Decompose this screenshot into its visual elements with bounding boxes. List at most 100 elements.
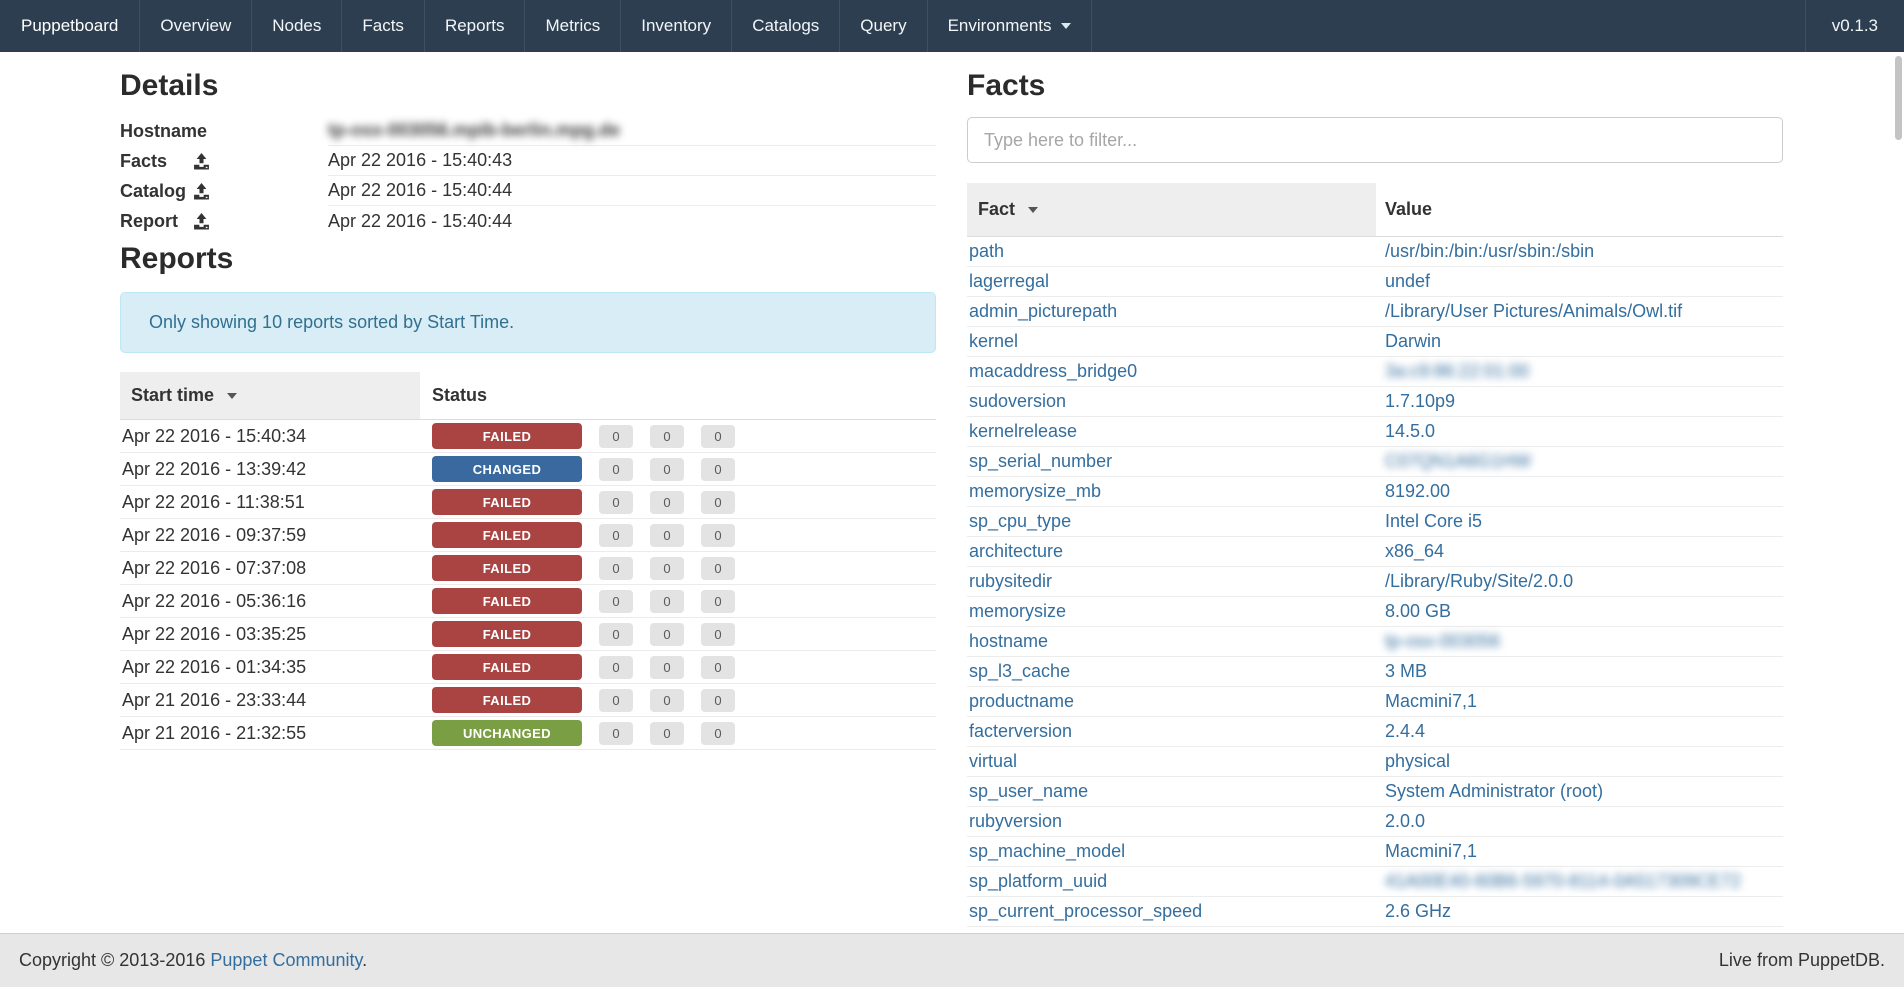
count-badge: 0 (701, 589, 735, 613)
fact-row: memorysize_mb 8192.00 (967, 477, 1783, 507)
fact-value-link[interactable]: 3a:c9:86:22:01:00 (1385, 361, 1530, 381)
nav-item[interactable]: Reports (425, 0, 526, 52)
nav-item[interactable]: Inventory (621, 0, 733, 52)
fact-row: kernel Darwin (967, 327, 1783, 357)
nav-item[interactable]: Nodes (252, 0, 343, 52)
report-start-time: Apr 21 2016 - 23:33:44 (122, 689, 307, 710)
fact-name-link[interactable]: sp_user_name (969, 781, 1089, 801)
count-badge: 0 (701, 688, 735, 712)
fact-name-link[interactable]: sudoversion (969, 391, 1067, 411)
fact-name-link[interactable]: productname (969, 691, 1075, 711)
fact-name-link[interactable]: kernelrelease (969, 421, 1078, 441)
fact-value-link[interactable]: undef (1385, 271, 1431, 291)
scrollbar-thumb[interactable] (1895, 56, 1902, 140)
fact-name-link[interactable]: kernel (969, 331, 1019, 351)
sort-caret-icon (1028, 206, 1039, 213)
status-badge: CHANGED (432, 456, 582, 482)
fact-name-link[interactable]: sp_l3_cache (969, 661, 1071, 681)
fact-value-link[interactable]: 8192.00 (1385, 481, 1451, 501)
fact-value-link[interactable]: tp-osx-003056 (1385, 631, 1501, 651)
fact-value-link[interactable]: /Library/User Pictures/Animals/Owl.tif (1385, 301, 1683, 321)
nav-brand[interactable]: Puppetboard (0, 0, 141, 52)
report-start-time: Apr 22 2016 - 03:35:25 (122, 623, 307, 644)
count-badge: 0 (650, 523, 684, 547)
report-status-cell: FAILED 0 0 0 (420, 687, 936, 713)
report-start-time: Apr 22 2016 - 13:39:42 (122, 458, 307, 479)
fact-value-link[interactable]: 14.5.0 (1385, 421, 1436, 441)
fact-value-link[interactable]: 2.6 GHz (1385, 901, 1452, 921)
fact-value-link[interactable]: x86_64 (1385, 541, 1445, 561)
fact-name-link[interactable]: admin_picturepath (969, 301, 1118, 321)
fact-row: sp_user_name System Administrator (root) (967, 777, 1783, 807)
fact-value-link[interactable]: 2.0.0 (1385, 811, 1426, 831)
fact-name-link[interactable]: sp_current_processor_speed (969, 901, 1203, 921)
nav-item-environments-dropdown[interactable]: Environments (928, 0, 1092, 52)
puppet-community-link[interactable]: Puppet Community (210, 950, 363, 970)
details-row: Catalog Apr 22 2016 - 15:40:44 (120, 176, 936, 206)
fact-name-link[interactable]: sp_serial_number (969, 451, 1113, 471)
count-badge: 0 (701, 655, 735, 679)
fact-name-link[interactable]: architecture (969, 541, 1064, 561)
nav-item[interactable]: Query (840, 0, 928, 52)
status-badge: FAILED (432, 423, 582, 449)
fact-name-link[interactable]: memorysize_mb (969, 481, 1102, 501)
fact-value-link[interactable]: physical (1385, 751, 1451, 771)
details-label: Facts (120, 150, 168, 171)
fact-value-link[interactable]: 8.00 GB (1385, 601, 1452, 621)
navbar: Puppetboard Overview Nodes Facts Reports… (0, 0, 1904, 52)
report-row: Apr 21 2016 - 21:32:55 UNCHANGED 0 0 0 (120, 717, 936, 750)
details-heading: Details (120, 69, 219, 102)
fact-value-link[interactable]: Macmini7,1 (1385, 841, 1478, 861)
upload-icon[interactable] (193, 212, 210, 230)
column-header-fact[interactable]: Fact (967, 183, 1376, 236)
fact-name-link[interactable]: memorysize (969, 601, 1067, 621)
fact-value-link[interactable]: C07QN1A6G1HW (1385, 451, 1532, 471)
info-alert: Only showing 10 reports sorted by Start … (120, 292, 936, 353)
fact-name-link[interactable]: sp_cpu_type (969, 511, 1072, 531)
count-badge: 0 (650, 622, 684, 646)
count-badge: 0 (650, 721, 684, 745)
nav-item[interactable]: Facts (342, 0, 425, 52)
facts-table: Fact Value path /usr/bin:/bin:/usr/sbin:… (967, 183, 1783, 927)
fact-name-link[interactable]: path (969, 241, 1005, 261)
report-start-time: Apr 21 2016 - 21:32:55 (122, 722, 307, 743)
count-badge: 0 (701, 523, 735, 547)
count-badge: 0 (701, 721, 735, 745)
nav-item[interactable]: Metrics (525, 0, 622, 52)
fact-row: hostname tp-osx-003056 (967, 627, 1783, 657)
status-badge: FAILED (432, 555, 582, 581)
fact-value-link[interactable]: System Administrator (root) (1385, 781, 1604, 801)
column-header-start-time[interactable]: Start time (120, 372, 420, 419)
fact-value-link[interactable]: 2.4.4 (1385, 721, 1426, 741)
nav-item[interactable]: Catalogs (732, 0, 841, 52)
fact-value-link[interactable]: Macmini7,1 (1385, 691, 1478, 711)
fact-row: sp_l3_cache 3 MB (967, 657, 1783, 687)
fact-name-link[interactable]: facterversion (969, 721, 1073, 741)
details-label: Catalog (120, 180, 187, 201)
fact-value-link[interactable]: 3 MB (1385, 661, 1428, 681)
count-badge: 0 (599, 490, 633, 514)
fact-value-link[interactable]: 41A00E40-60B6-5970-8114-0A517309CE72 (1385, 871, 1741, 891)
fact-value-link[interactable]: Darwin (1385, 331, 1442, 351)
nav-items: Overview Nodes Facts Reports Metrics Inv… (140, 0, 928, 52)
fact-name-link[interactable]: virtual (969, 751, 1018, 771)
fact-value-link[interactable]: /Library/Ruby/Site/2.0.0 (1385, 571, 1574, 591)
fact-value-link[interactable]: 1.7.10p9 (1385, 391, 1456, 411)
upload-icon[interactable] (193, 152, 210, 170)
facts-filter-input[interactable] (967, 117, 1783, 163)
fact-name-link[interactable]: lagerregal (969, 271, 1050, 291)
fact-name-link[interactable]: sp_platform_uuid (969, 871, 1108, 891)
fact-name-link[interactable]: macaddress_bridge0 (969, 361, 1138, 381)
fact-name-link[interactable]: rubysitedir (969, 571, 1053, 591)
fact-name-link[interactable]: sp_machine_model (969, 841, 1126, 861)
nav-item[interactable]: Overview (140, 0, 253, 52)
facts-table-header: Fact Value (967, 183, 1783, 237)
fact-value-link[interactable]: Intel Core i5 (1385, 511, 1483, 531)
fact-value-link[interactable]: /usr/bin:/bin:/usr/sbin:/sbin (1385, 241, 1595, 261)
fact-row: path /usr/bin:/bin:/usr/sbin:/sbin (967, 237, 1783, 267)
fact-name-link[interactable]: hostname (969, 631, 1049, 651)
fact-name-link[interactable]: rubyversion (969, 811, 1063, 831)
report-status-cell: UNCHANGED 0 0 0 (420, 720, 936, 746)
count-badge: 0 (599, 655, 633, 679)
upload-icon[interactable] (193, 182, 210, 200)
